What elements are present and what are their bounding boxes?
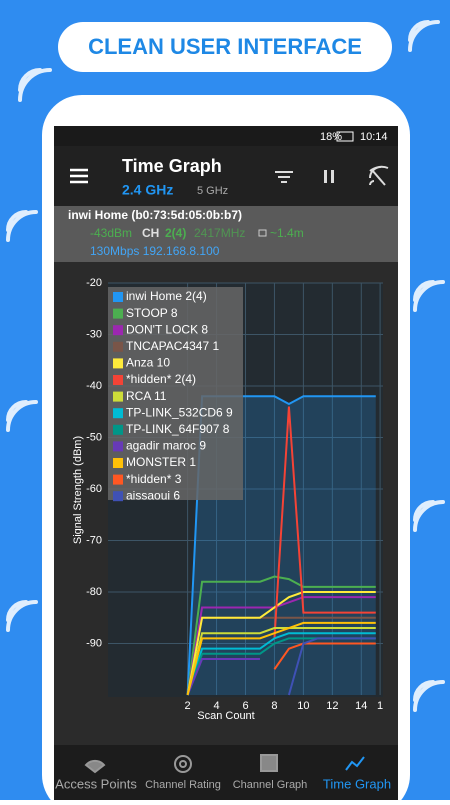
y-tick-label: -20 xyxy=(86,277,102,289)
status-bar xyxy=(54,126,398,146)
ch-label: CH xyxy=(142,226,159,240)
lock-icon xyxy=(258,229,267,237)
legend-label: Anza 10 xyxy=(126,356,170,370)
x-tick-label: 1 xyxy=(377,700,383,712)
legend-label: STOOP 8 xyxy=(126,306,178,320)
app-title: Time Graph xyxy=(122,156,222,176)
app-bar xyxy=(54,146,398,206)
series-line xyxy=(186,627,376,696)
x-tick-label: 10 xyxy=(297,700,309,712)
nav-label[interactable]: Channel Graph xyxy=(233,779,308,791)
wifi-decor xyxy=(6,20,445,712)
x-tick-label: 8 xyxy=(271,700,277,712)
legend-swatch xyxy=(113,375,123,385)
frequency: 2417MHz xyxy=(194,226,245,240)
y-tick-label: -30 xyxy=(86,328,102,340)
link: 130Mbps 192.168.8.100 xyxy=(90,244,220,258)
y-tick-label: -80 xyxy=(86,586,102,598)
legend-label: RCA 11 xyxy=(126,389,167,403)
legend-swatch xyxy=(113,308,123,319)
filter-icon[interactable] xyxy=(275,171,293,183)
legend-label: TP-LINK_532CD6 9 xyxy=(126,405,233,419)
legend-swatch xyxy=(113,341,123,352)
series-line xyxy=(186,657,260,696)
nav-label[interactable]: Time Graph xyxy=(323,776,391,791)
legend-label: MONSTER 1 xyxy=(126,455,196,469)
legend-label: *hidden* 3 xyxy=(126,472,182,486)
y-axis-label: Signal Strength (dBm) xyxy=(72,436,84,544)
series-line xyxy=(186,621,376,696)
clock: 10:14 xyxy=(360,131,388,143)
ssid: inwi Home (b0:73:5d:05:0b:b7) xyxy=(68,208,242,222)
legend-swatch xyxy=(113,491,123,502)
y-tick-label: -60 xyxy=(86,483,102,495)
legend-swatch xyxy=(113,474,123,485)
x-axis-label: Scan Count xyxy=(197,710,254,722)
signal: -43dBm xyxy=(90,226,132,240)
legend-label: agadir maroc 9 xyxy=(126,439,206,453)
nav-label[interactable]: Channel Rating xyxy=(145,779,221,791)
distance: ~1.4m xyxy=(270,226,304,240)
x-tick-label: 14 xyxy=(355,700,367,712)
x-tick-label: 6 xyxy=(242,700,248,712)
series-line xyxy=(186,632,376,696)
pause-icon[interactable] xyxy=(324,170,334,183)
legend-label: aissaoui 6 xyxy=(126,488,180,502)
battery-icon xyxy=(336,131,354,142)
nav-icons xyxy=(84,754,365,774)
tab[interactable]: 5 GHz xyxy=(197,185,228,197)
bottom-nav xyxy=(54,745,398,800)
y-tick-label: -40 xyxy=(86,380,102,392)
y-tick-label: -70 xyxy=(86,534,102,546)
series-line xyxy=(273,642,376,670)
legend-swatch xyxy=(113,441,123,452)
x-tick-label: 12 xyxy=(326,700,338,712)
nav-label[interactable]: Access Points xyxy=(55,776,137,791)
series-line xyxy=(186,596,376,696)
banner: CLEAN USER INTERFACE xyxy=(88,34,362,59)
y-tick-label: -90 xyxy=(86,637,102,649)
nav-labels: Access Points Channel Rating Channel Graph… xyxy=(55,776,391,791)
legend xyxy=(108,287,243,500)
legend-swatch xyxy=(113,408,123,419)
info-panel xyxy=(54,206,398,262)
x-tick-label: 4 xyxy=(213,700,219,712)
tab-active[interactable]: 2.4 GHz xyxy=(122,182,173,198)
wifi-icon[interactable] xyxy=(369,165,389,186)
channel: 2(4) xyxy=(165,226,186,240)
series-line xyxy=(287,637,376,696)
series-line xyxy=(273,406,376,639)
legend-swatch xyxy=(113,325,123,336)
legend-entries: inwi Home 2(4) STOOP 8 DON'T LOCK 8 TNCAPAC… xyxy=(113,289,233,502)
legend-swatch xyxy=(113,424,123,435)
legend-swatch xyxy=(113,458,123,468)
legend-label: *hidden* 2(4) xyxy=(126,372,196,386)
legend-label: inwi Home 2(4) xyxy=(126,289,207,303)
legend-swatch xyxy=(113,292,123,302)
legend-swatch xyxy=(113,358,123,369)
menu-icon[interactable] xyxy=(70,168,88,184)
legend-label: TP-LINK_64F907 8 xyxy=(126,422,230,436)
legend-label: TNCAPAC4347 1 xyxy=(126,339,219,353)
legend-label: DON'T LOCK 8 xyxy=(126,322,208,336)
legend-swatch xyxy=(113,391,123,402)
series-line xyxy=(186,575,376,696)
banner-pill xyxy=(58,22,392,72)
y-tick-label: -50 xyxy=(86,431,102,443)
series-line xyxy=(186,591,376,696)
x-tick-label: 2 xyxy=(185,700,191,712)
